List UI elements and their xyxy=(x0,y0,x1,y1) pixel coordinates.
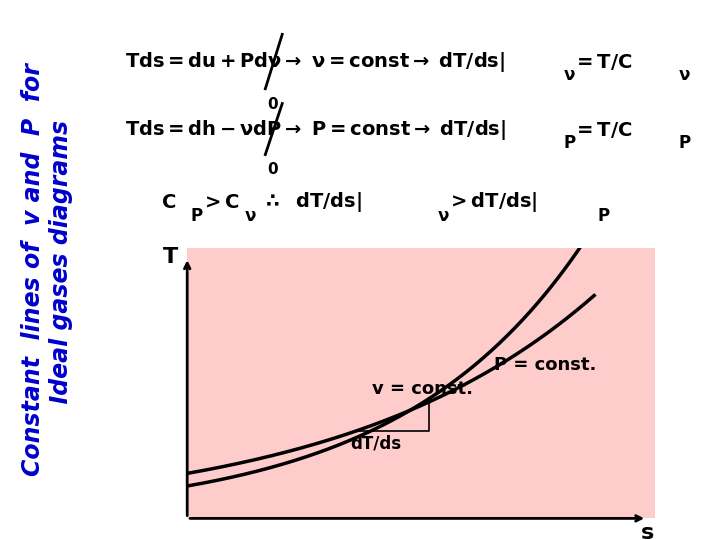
Text: $\mathbf{P}$: $\mathbf{P}$ xyxy=(597,207,611,225)
Text: $\mathbf{Tds = du + Pd\nu \rightarrow \ \nu = const \rightarrow \ dT/ds|}$: $\mathbf{Tds = du + Pd\nu \rightarrow \ … xyxy=(125,50,505,73)
Text: $\mathbf{\ \therefore \ \ dT/ds|}$: $\mathbf{\ \therefore \ \ dT/ds|}$ xyxy=(255,190,361,214)
Text: P = const.: P = const. xyxy=(494,356,596,374)
Text: $\mathbf{P}$: $\mathbf{P}$ xyxy=(678,134,692,152)
Text: $\mathbf{= T/C}$: $\mathbf{= T/C}$ xyxy=(572,51,632,72)
Text: $\mathbf{\nu}$: $\mathbf{\nu}$ xyxy=(678,66,691,84)
Text: $\mathbf{\nu}$: $\mathbf{\nu}$ xyxy=(437,207,450,225)
Text: T: T xyxy=(163,247,179,267)
Text: $\mathbf{\nu}$: $\mathbf{\nu}$ xyxy=(564,66,576,84)
Text: Constant  lines of  v and  P  for
  Ideal gases diagrams: Constant lines of v and P for Ideal gase… xyxy=(21,64,73,476)
Text: $\mathbf{C}$: $\mathbf{C}$ xyxy=(161,193,176,212)
Text: $\mathbf{\nu}$: $\mathbf{\nu}$ xyxy=(244,207,257,225)
Text: $\mathbf{0}$: $\mathbf{0}$ xyxy=(267,96,279,112)
Text: $\mathbf{> C}$: $\mathbf{> C}$ xyxy=(201,193,240,212)
Text: s: s xyxy=(640,523,654,540)
Text: $\mathbf{P}$: $\mathbf{P}$ xyxy=(564,134,577,152)
Text: dT/ds: dT/ds xyxy=(350,435,401,453)
Text: v = const.: v = const. xyxy=(372,380,473,398)
Text: $\mathbf{= T/C}$: $\mathbf{= T/C}$ xyxy=(572,119,632,140)
Text: $\mathbf{> dT/ds|}$: $\mathbf{> dT/ds|}$ xyxy=(446,190,537,214)
Text: $\mathbf{P}$: $\mathbf{P}$ xyxy=(190,207,204,225)
Text: $\mathbf{Tds = dh - \nu dP \rightarrow \ P = const \rightarrow \ dT/ds|}$: $\mathbf{Tds = dh - \nu dP \rightarrow \… xyxy=(125,118,506,141)
Text: $\mathbf{0}$: $\mathbf{0}$ xyxy=(267,161,279,177)
